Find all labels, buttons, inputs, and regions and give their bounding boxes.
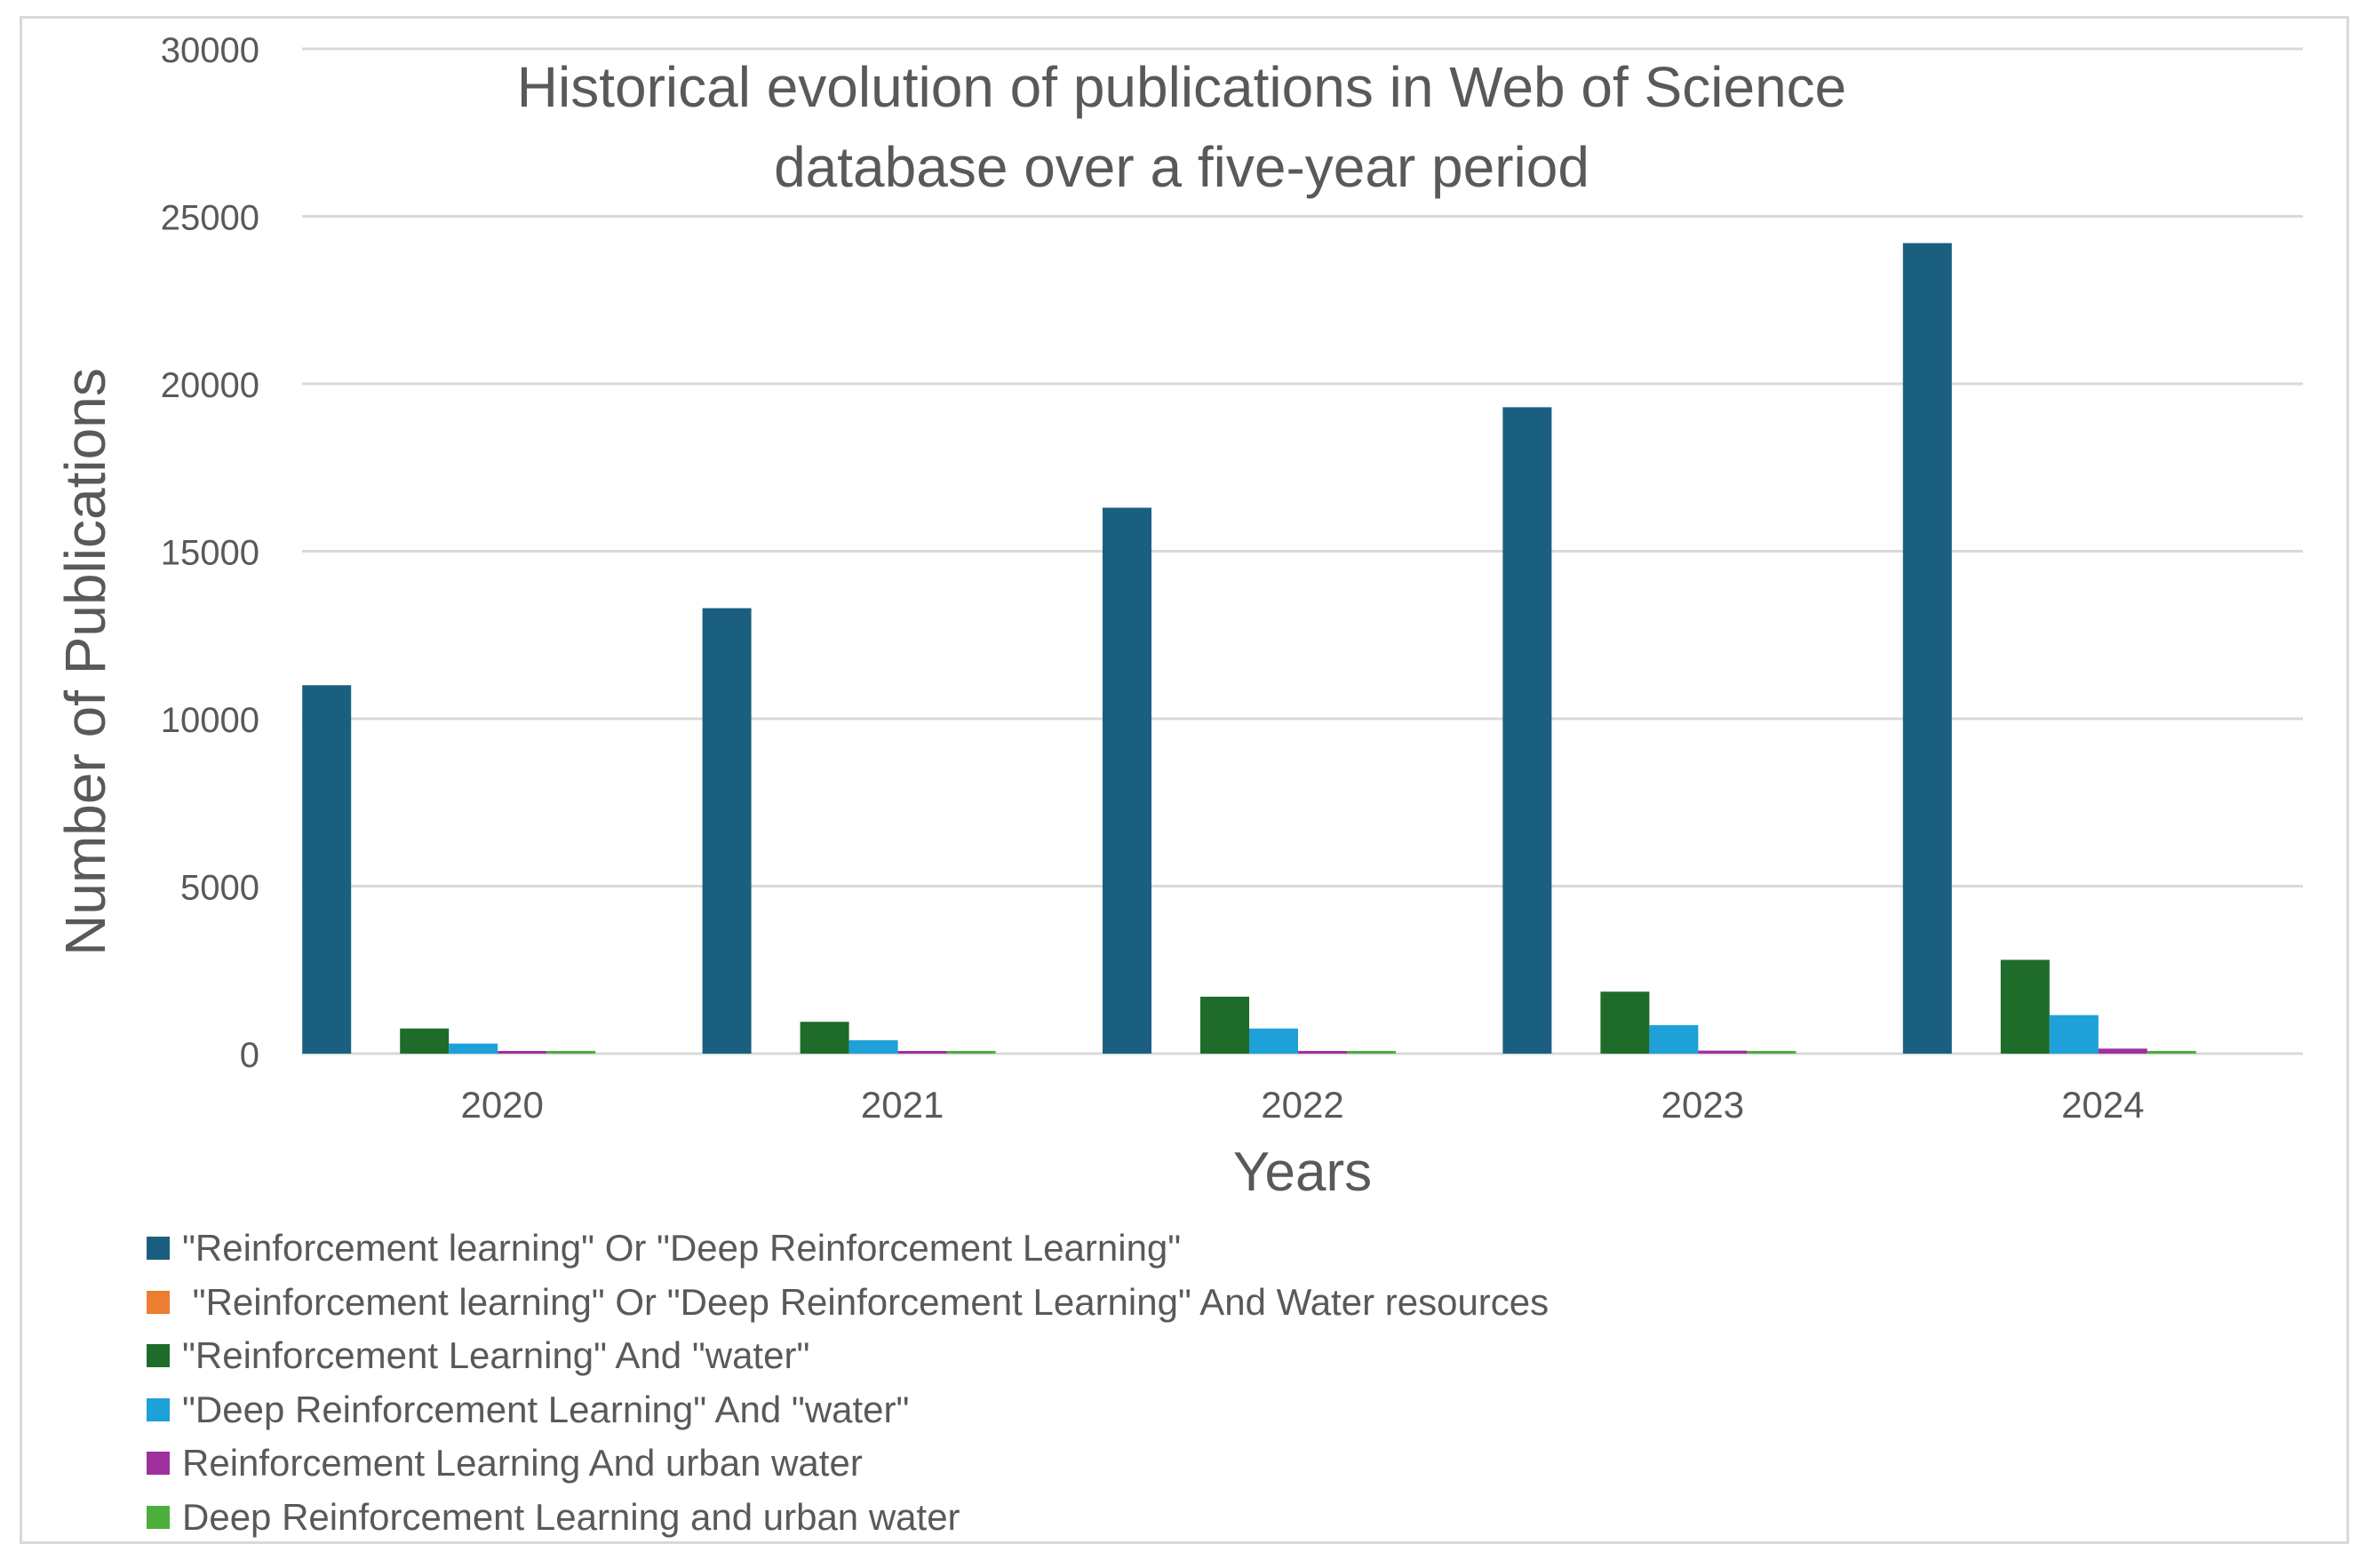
- y-tick-label: 15000: [161, 534, 259, 573]
- legend-swatch: [147, 1452, 170, 1476]
- legend-label: Reinforcement Learning And urban water: [182, 1442, 863, 1484]
- bar: [546, 1051, 596, 1054]
- bar: [1502, 407, 1552, 1054]
- chart-title-line-1: Historical evolution of publications in …: [517, 55, 1847, 119]
- bar: [897, 1051, 947, 1054]
- legend-label: "Deep Reinforcement Learning" And "water…: [182, 1388, 910, 1430]
- bar: [2049, 1015, 2099, 1054]
- bar: [2098, 1048, 2147, 1054]
- bar: [1902, 243, 1952, 1054]
- bar: [1249, 1028, 1298, 1054]
- legend-swatch: [147, 1344, 170, 1368]
- bar: [1298, 1050, 1347, 1054]
- y-tick-label: 10000: [161, 701, 259, 740]
- legend-item: "Reinforcement learning" Or "Deep Reinfo…: [147, 1222, 1549, 1276]
- bar: [1103, 507, 1151, 1054]
- legend-label: "Reinforcement learning" Or "Deep Reinfo…: [182, 1280, 1549, 1323]
- legend-swatch: [147, 1237, 170, 1261]
- bar: [2147, 1051, 2196, 1054]
- y-tick-label: 0: [240, 1036, 259, 1075]
- bar: [800, 1022, 849, 1054]
- legend-item: Deep Reinforcement Learning and urban wa…: [147, 1491, 1549, 1545]
- bar: [400, 1028, 450, 1054]
- bar: [1747, 1051, 1796, 1054]
- legend-label: "Reinforcement learning" Or "Deep Reinfo…: [182, 1227, 1182, 1270]
- bar: [1347, 1051, 1396, 1054]
- legend-item: Reinforcement Learning And urban water: [147, 1437, 1549, 1491]
- bar: [1600, 991, 1650, 1054]
- x-tick-labels: 2020 2021 2022 2023 2024: [460, 1084, 2144, 1126]
- legend-swatch: [147, 1397, 170, 1421]
- x-tick-label: 2021: [861, 1084, 944, 1126]
- legend-item: "Deep Reinforcement Learning" And "water…: [147, 1383, 1549, 1437]
- y-axis-label: Number of Publications: [53, 368, 117, 956]
- bar: [1698, 1050, 1748, 1054]
- chart-title-line-2: database over a five-year period: [774, 135, 1589, 199]
- y-tick-label: 30000: [161, 31, 259, 70]
- legend-swatch: [147, 1505, 170, 1529]
- bar: [946, 1051, 996, 1054]
- bar: [449, 1043, 498, 1054]
- y-tick-label: 5000: [180, 869, 259, 908]
- legend-item: "Reinforcement Learning" And "water": [147, 1329, 1549, 1383]
- gridlines: [302, 47, 2303, 1055]
- bar: [498, 1051, 547, 1054]
- y-tick-label: 20000: [161, 366, 259, 405]
- x-tick-label: 2024: [2061, 1084, 2144, 1126]
- legend-swatch: [147, 1290, 170, 1314]
- bar: [1200, 996, 1249, 1054]
- bar: [302, 685, 352, 1054]
- chart-frame: [20, 16, 2349, 1544]
- bars: [302, 243, 2196, 1054]
- bar: [2000, 959, 2050, 1054]
- chart-legend: "Reinforcement learning" Or "Deep Reinfo…: [147, 1222, 1549, 1544]
- x-axis-label: Years: [1233, 1142, 1372, 1203]
- x-tick-label: 2023: [1661, 1084, 1744, 1126]
- x-tick-label: 2020: [460, 1084, 543, 1126]
- bar: [702, 608, 752, 1054]
- y-tick-label: 25000: [161, 199, 259, 238]
- bar: [1649, 1024, 1699, 1054]
- x-tick-label: 2022: [1261, 1084, 1343, 1126]
- y-tick-labels: 0 5000 10000 15000 20000 25000 30000: [161, 31, 259, 1075]
- bar: [848, 1039, 898, 1054]
- legend-label: "Reinforcement Learning" And "water": [182, 1334, 810, 1377]
- legend-item: "Reinforcement learning" Or "Deep Reinfo…: [147, 1276, 1549, 1330]
- legend-label: Deep Reinforcement Learning and urban wa…: [182, 1495, 960, 1538]
